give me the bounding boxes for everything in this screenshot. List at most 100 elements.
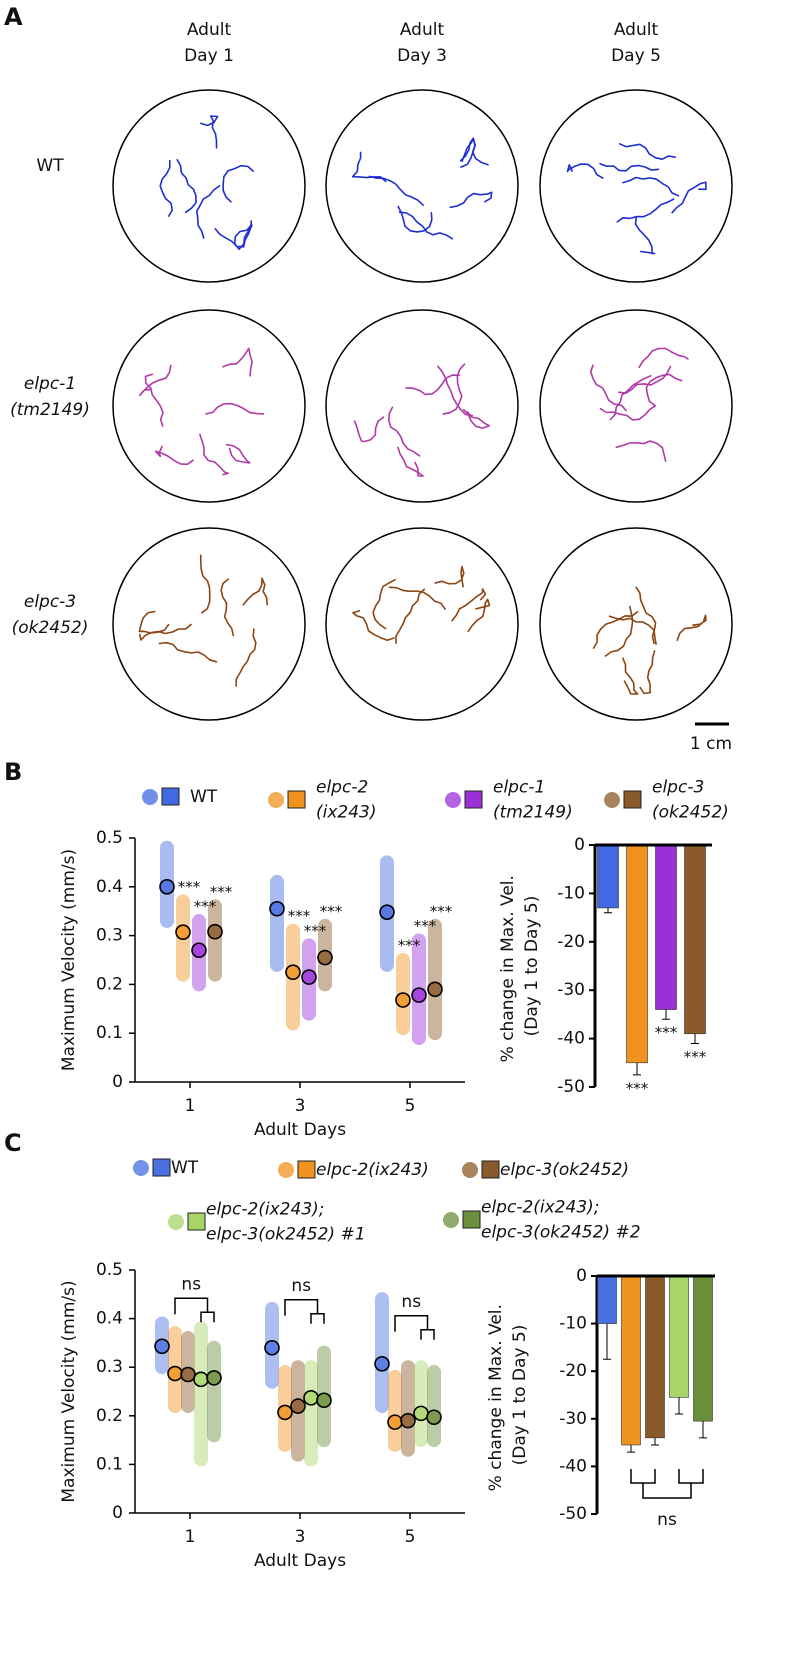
legend-label: elpc-1 (tm2149) [493,778,573,823]
plate [112,89,306,283]
error-bar [633,1062,641,1076]
worm-track [638,347,689,369]
y-tick-label: 0.3 [96,1357,123,1377]
y-tick-label: -50 [559,1504,587,1524]
significance: *** [414,917,437,935]
significance: ns [401,1292,421,1312]
legend-dot [133,1160,149,1176]
bracket [174,1297,215,1323]
worm-track [235,628,257,687]
significance: ns [291,1276,311,1296]
y-tick-label: 0.1 [96,1023,123,1043]
worm-track [144,373,164,427]
y-tick-label: 0.2 [96,1406,123,1426]
error-bar [699,1421,707,1439]
legend-label: WT [171,1158,199,1178]
worm-track [222,164,254,203]
mean-marker [379,904,395,920]
dot-cloud [388,1369,402,1452]
mean-marker [277,1404,293,1421]
worm-track [676,614,707,641]
legend-label: WT [190,787,218,807]
mean-marker [411,987,427,1003]
y-tick-label: -30 [559,1409,587,1429]
x-tick-label: 3 [295,1096,306,1116]
worm-track [635,586,657,645]
worm-track [618,143,676,160]
error-bar [627,1444,635,1453]
worm-track [395,588,426,644]
y-axis-label: % change in Max. Vel. (Day 1 to Day 5) [498,870,542,1063]
mean-marker [207,923,223,940]
mean-marker [285,964,301,981]
row-label: (ok2452) [12,618,89,638]
mean-marker [317,949,333,966]
y-tick-label: 0 [574,835,585,855]
legend-dot [445,792,461,808]
significance: *** [210,883,233,901]
row-label: WT [36,156,64,176]
worm-track [199,554,211,614]
y-axis-label: % change in Max. Vel. (Day 1 to Day 5) [486,1299,530,1492]
column-header: Adult [400,20,445,40]
x-tick-label: 1 [185,1527,196,1547]
significance: *** [304,922,327,940]
bracket [284,1299,325,1324]
legend-label: elpc-2(ix243); elpc-3(ok2452) #1 [206,1200,366,1245]
worm-track [437,365,474,417]
mean-marker [427,981,443,998]
scale-bar-label: 1 cm [690,734,732,754]
mean-marker [175,924,191,940]
mean-marker [193,1371,209,1388]
legend-swatch [187,1212,206,1231]
plate [112,309,306,503]
mean-marker [400,1412,416,1429]
dot-cloud [375,1292,389,1414]
significance: *** [194,897,217,915]
worm-track [618,365,672,394]
error-bar [604,907,612,914]
y-tick-label: 0 [576,1266,587,1286]
mean-marker [387,1414,403,1430]
legend-label: elpc-3(ok2452) [500,1160,629,1180]
y-axis-label: Maximum Velocity (mm/s) [59,1280,79,1502]
legend-dot [168,1214,184,1230]
worm-track [138,610,170,634]
mean-marker [159,878,175,895]
worm-track [461,137,489,166]
dot-cloud [194,1321,208,1467]
legend-swatch [623,790,642,809]
legend-label: elpc-2(ix243); elpc-3(ok2452) #2 [481,1198,641,1243]
significance: ns [181,1274,201,1294]
plate [112,527,306,721]
worm-track [599,162,660,172]
significance: ns [657,1510,677,1530]
plate [325,89,519,283]
y-tick-label: 0 [112,1503,123,1523]
worm-track [205,402,265,415]
worm-track [434,565,465,588]
y-tick-label: -50 [557,1077,585,1097]
plate [539,527,733,721]
mean-marker [206,1370,222,1386]
worm-track [159,159,174,217]
row-label: elpc-3 [24,592,76,612]
bar [693,1275,713,1422]
row-label: elpc-1 [24,374,76,394]
worm-track [214,220,253,248]
significance: *** [684,1048,707,1066]
bracket [630,1469,704,1499]
mean-marker [180,1366,196,1383]
worm-track [405,374,461,396]
mean-marker [395,992,411,1008]
worm-track [566,163,604,179]
worm-track [592,611,639,649]
legend-dot [142,789,158,805]
worm-track [388,586,446,610]
column-header: Adult [187,20,232,40]
worm-track [462,408,490,429]
dot-cloud [208,899,222,982]
plate [539,89,733,283]
worm-track [397,446,424,477]
y-tick-label: -10 [557,883,585,903]
